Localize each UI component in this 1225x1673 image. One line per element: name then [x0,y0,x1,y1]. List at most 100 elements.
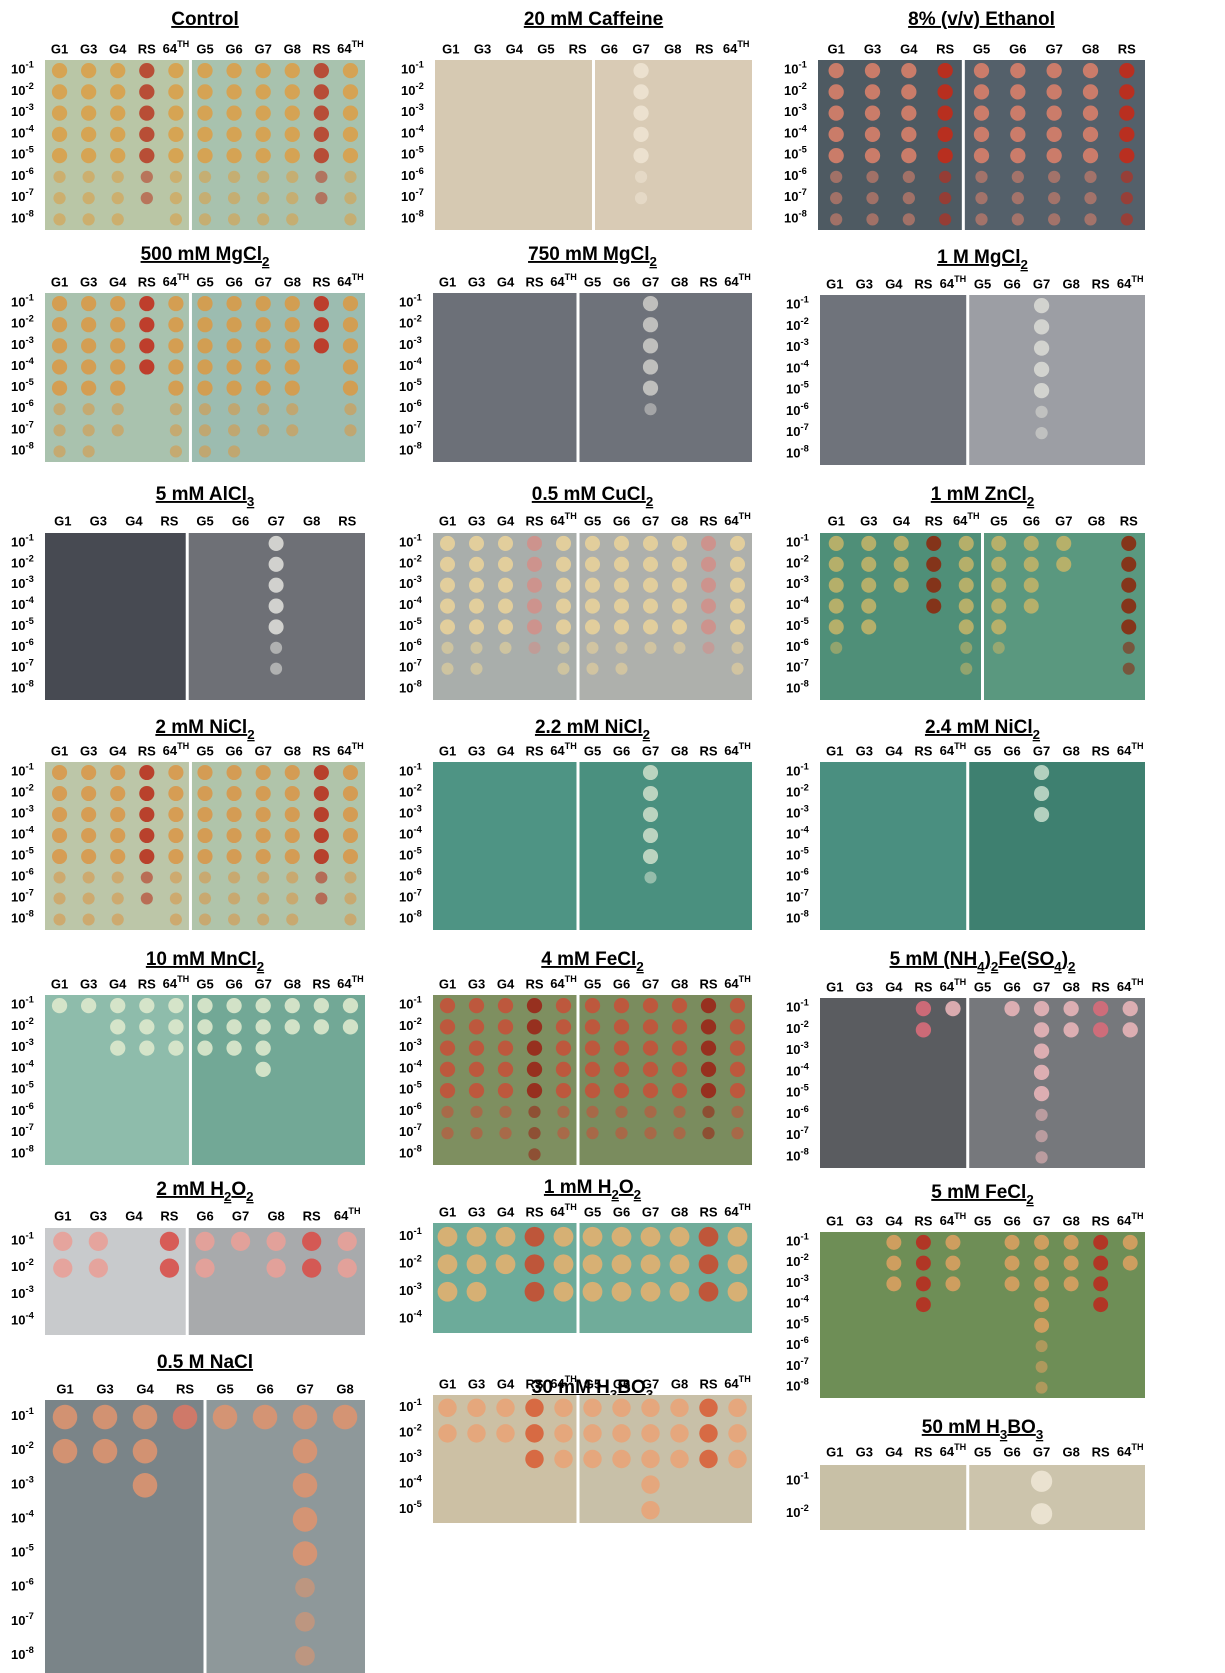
dilution-exp: -5 [413,1500,421,1510]
strain-label: G5 [196,274,213,289]
dilution-base: 10 [786,1296,800,1311]
colony-spot [344,892,356,904]
colony-spot [496,1424,514,1442]
colony-spot [1024,578,1039,593]
dilution-base: 10 [11,1040,25,1055]
dilution-label: 10-1 [11,1407,34,1424]
dilution-label: 10-3 [784,103,807,120]
colony-spot [916,1022,931,1037]
colony-spot [438,1424,456,1442]
strain-label: G1 [826,743,843,758]
strain-label: G4 [497,274,515,289]
strain-label: G8 [1062,1444,1079,1459]
strain-label: G3 [468,1204,485,1219]
strain-label-text: 64 [550,513,565,528]
strain-label: G5 [537,41,554,56]
strain-label-text: 64 [550,976,565,991]
colony-spot [615,1106,627,1118]
colony-spot [197,1019,212,1034]
colony-spot [314,84,329,99]
dilution-exp: -2 [413,314,421,324]
colony-spot [314,765,329,780]
dilution-base: 10 [399,1018,413,1033]
colony-spot [257,913,269,925]
colony-spot [554,1424,572,1442]
colony-spot [586,642,598,654]
strain-label: G6 [232,513,249,528]
strain-label: G3 [468,513,485,528]
colony-spot [670,1424,688,1442]
colony-spot [830,213,842,225]
colony-spot [585,557,600,572]
strain-label: 64TH [940,274,967,291]
colony-spot [227,765,242,780]
colony-spot [499,1106,511,1118]
colony-spot [197,127,212,142]
colony-spot [1093,1001,1108,1016]
strain-label: RS [699,1376,717,1391]
dilution-label: 10-3 [399,1448,422,1465]
colony-spot [1063,1001,1078,1016]
panel-title: 2.4 mM NiCl2 [925,717,1040,742]
colony-spot [614,1062,629,1077]
strain-label: G4 [497,513,515,528]
dilution-base: 10 [784,168,798,183]
dilution-base: 10 [399,827,413,842]
colony-spot [1034,298,1049,313]
dilution-base: 10 [786,556,800,571]
colony-spot [644,871,656,883]
dilution-base: 10 [401,62,415,77]
strain-label: G7 [1055,513,1072,528]
colony-spot [81,63,96,78]
strain-label-sup: TH [565,272,577,282]
strain-label: G6 [613,513,630,528]
colony-spot [168,148,183,163]
dilution-label: 10-3 [786,338,809,355]
colony-spot [112,892,124,904]
dilution-label: 10-3 [786,1273,809,1290]
strain-label: G8 [664,41,681,56]
dilution-exp: -4 [415,124,424,134]
colony-spot [168,849,183,864]
dilution-exp: -2 [413,1254,421,1264]
strain-label: RS [312,743,330,758]
colony-spot [1036,1340,1048,1352]
colony-spot [344,171,356,183]
strain-label: G5 [196,513,213,528]
strain-label: G3 [864,41,881,56]
strain-label: G1 [51,41,68,56]
strain-label: G7 [642,976,659,991]
colony-spot [730,578,745,593]
dilution-label: 10-2 [401,81,424,98]
dilution-base: 10 [399,295,413,310]
dilution-label: 10-2 [399,1423,422,1440]
colony-spot [81,359,96,374]
dilution-base: 10 [11,598,25,613]
dilution-base: 10 [786,618,800,633]
colony-spot [1034,1318,1049,1333]
strain-label: 64TH [550,511,577,528]
dilution-base: 10 [786,1234,800,1249]
title-part-sub: 2 [262,254,269,269]
colony-spot [83,913,95,925]
dilution-base: 10 [11,806,25,821]
colony-spot [81,786,96,801]
colony-spot [226,127,241,142]
colony-spot [672,1019,687,1034]
colony-spot [1047,127,1062,142]
colony-spot [314,127,329,142]
dilution-label: 10-4 [399,825,423,842]
panel: 0.5 M NaClG1G3G4RSG5G6G7G810-110-210-310… [11,1352,365,1673]
dilution-exp: -2 [413,1423,421,1433]
colony-spot [525,1450,543,1468]
dilution-label: 10-1 [11,293,34,310]
colony-spot [170,424,182,436]
colony-spot [314,63,329,78]
colony-spot [959,578,974,593]
colony-spot [643,557,658,572]
strain-label-text: 64 [163,743,178,758]
colony-spot [525,1227,545,1247]
colony-spot [528,642,540,654]
colony-spot [52,765,67,780]
